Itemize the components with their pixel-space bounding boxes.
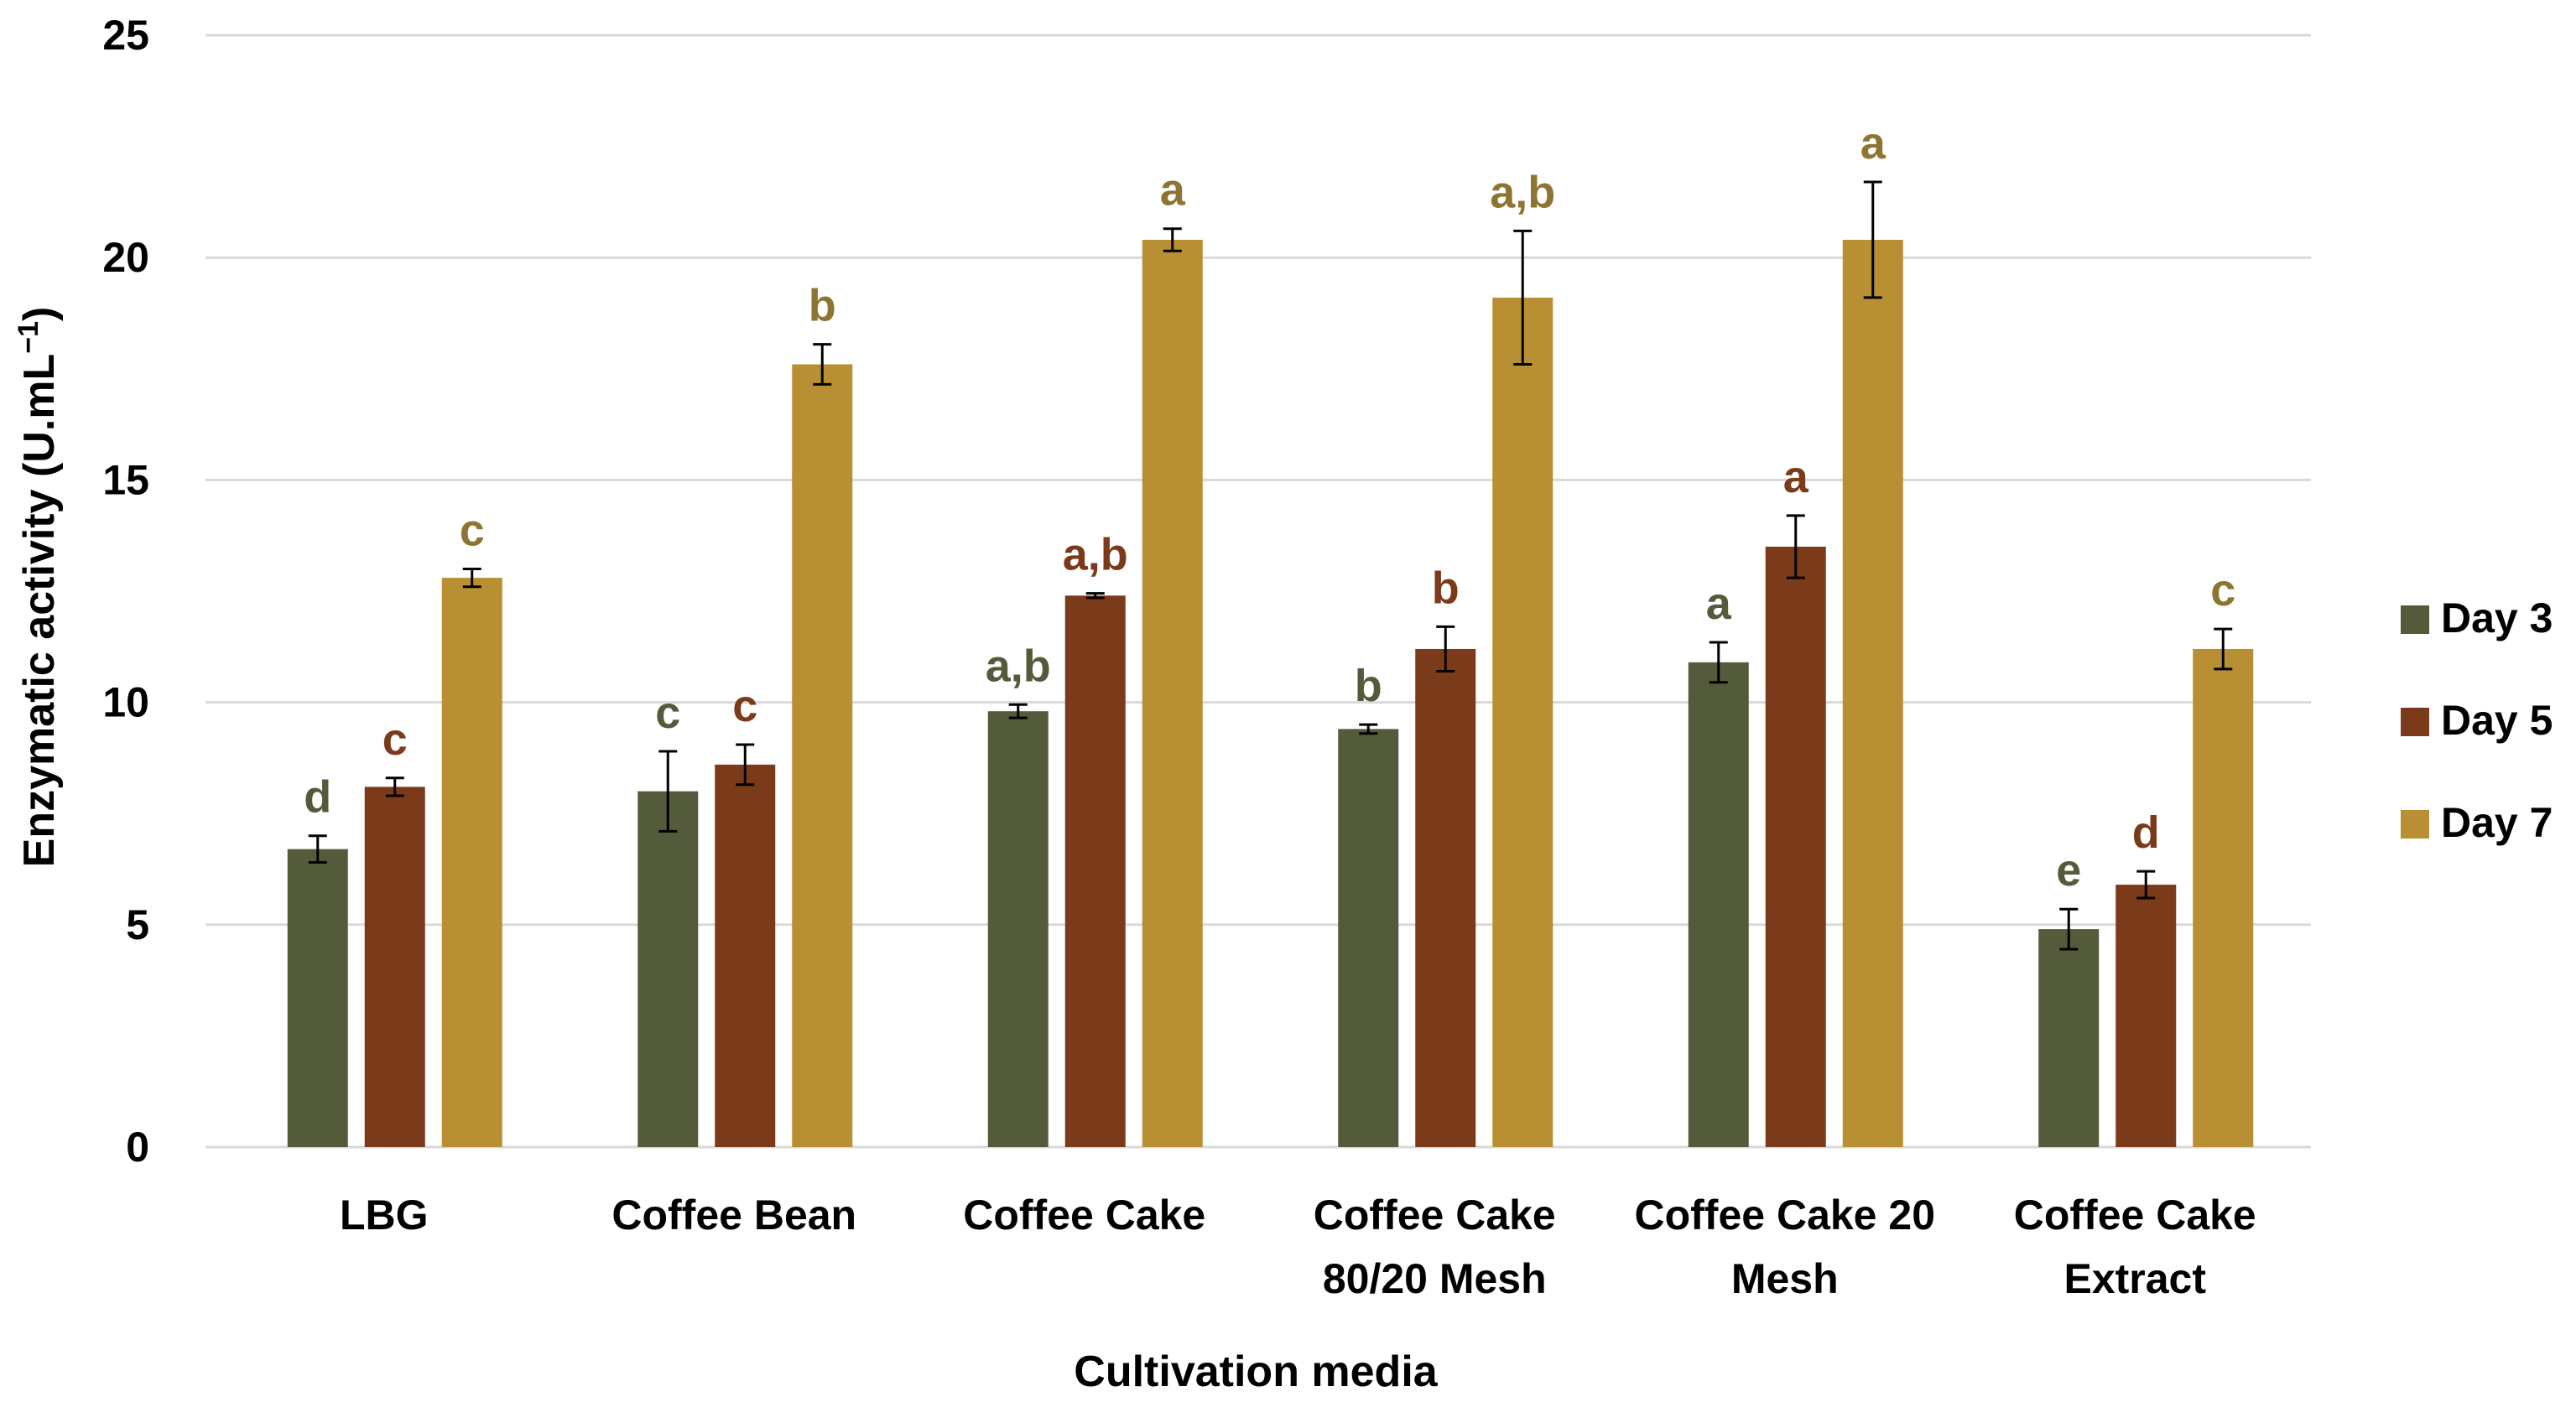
bar-day-3-cat-5 [2038, 929, 2100, 1147]
x-category-label: Coffee Cake [2014, 1192, 2256, 1238]
significance-letter: a [1783, 452, 1809, 502]
error-bar [1163, 227, 1182, 252]
legend-label: Day 3 [2441, 595, 2553, 641]
y-axis-title: Enzymatic activity (U.mL−1) [13, 307, 64, 868]
error-bar [308, 834, 327, 865]
error-bar [2059, 907, 2079, 951]
y-tick-label: 15 [102, 456, 149, 503]
x-axis-title: Cultivation media [1074, 1347, 1438, 1396]
error-bar [658, 750, 678, 833]
legend-swatch [2401, 708, 2429, 736]
y-tick-label: 5 [126, 901, 149, 948]
x-category-label: Extract [2063, 1255, 2206, 1302]
y-tick-label: 10 [102, 679, 149, 726]
significance-letter: c [655, 688, 680, 738]
bar-day-5-cat-0 [364, 787, 425, 1147]
bar-day-7-cat-3 [1492, 297, 1553, 1147]
error-bars [308, 180, 2233, 951]
bar-day-5-cat-5 [2115, 885, 2177, 1147]
significance-letter: e [2056, 845, 2081, 896]
bar-day-5-cat-4 [1765, 546, 1826, 1147]
bar-day-7-cat-2 [1142, 239, 1203, 1147]
y-axis-title-superscript: −1 [13, 321, 44, 354]
x-category-label: LBG [340, 1192, 429, 1238]
y-tick-label: 0 [126, 1124, 149, 1171]
bar-day-3-cat-4 [1688, 662, 1749, 1147]
significance-letter: b [1355, 661, 1382, 711]
significance-letter: d [304, 772, 331, 823]
y-tick-label: 25 [102, 12, 149, 59]
bars [287, 239, 2254, 1148]
x-category-label: Coffee Cake 20 [1635, 1192, 1936, 1238]
x-category-label: Mesh [1731, 1255, 1839, 1302]
bar-day-3-cat-2 [987, 711, 1049, 1147]
x-category-label: Coffee Cake [1314, 1192, 1556, 1238]
error-bar [1709, 641, 1728, 684]
bar-day-5-cat-3 [1415, 648, 1476, 1147]
bar-day-5-cat-1 [715, 764, 776, 1147]
error-bar [813, 343, 832, 386]
error-bar [1786, 514, 1805, 579]
significance-letter: a,b [1490, 167, 1555, 217]
x-category-label: 80/20 Mesh [1323, 1255, 1547, 1302]
significance-letter: b [809, 281, 836, 331]
significance-letter: a,b [986, 641, 1051, 691]
legend-swatch [2401, 810, 2429, 839]
significance-letter: a [1860, 118, 1886, 169]
bar-day-7-cat-5 [2193, 648, 2254, 1147]
significance-letter: c [732, 681, 757, 731]
significance-letter: c [460, 505, 485, 555]
legend-swatch [2401, 605, 2429, 634]
legend-label: Day 7 [2441, 799, 2553, 846]
error-bar [1008, 703, 1028, 719]
bar-day-3-cat-0 [287, 849, 348, 1147]
significance-letter: d [2132, 807, 2160, 858]
error-bar [1863, 180, 1882, 299]
error-bar [736, 743, 755, 787]
error-bar [2214, 627, 2233, 671]
bar-day-5-cat-2 [1064, 595, 1126, 1147]
error-bar [1436, 625, 1455, 672]
error-bar [385, 776, 404, 797]
bar-day-7-cat-1 [792, 364, 853, 1148]
bar-day-3-cat-3 [1338, 729, 1399, 1147]
x-category-label: Coffee Cake [963, 1192, 1205, 1238]
y-axis-title-close: ) [15, 307, 64, 321]
y-tick-label: 20 [102, 234, 149, 281]
y-axis-title-main: Enzymatic activity (U.mL [15, 354, 64, 868]
error-bar [1359, 723, 1378, 735]
y-axis-ticks: 0 5 10 15 20 25 [102, 12, 149, 1171]
significance-letter: c [2210, 565, 2235, 615]
bar-day-7-cat-0 [441, 578, 502, 1147]
error-bar [462, 567, 481, 589]
x-category-label: Coffee Bean [611, 1192, 856, 1238]
gridlines [206, 34, 2311, 1149]
bar-day-3-cat-1 [637, 791, 699, 1147]
significance-letter: a,b [1063, 530, 1128, 580]
bar-day-7-cat-4 [1842, 239, 1903, 1147]
error-bar [2136, 870, 2156, 900]
legend-label: Day 5 [2441, 697, 2553, 744]
x-axis-categories: LBG Coffee Bean Coffee Cake Coffee Cake 80/2… [340, 1192, 2256, 1302]
significance-letter: c [382, 714, 408, 765]
error-bar [1085, 592, 1105, 600]
significance-letter: b [1432, 563, 1460, 613]
error-bar [1513, 229, 1533, 366]
legend: Day 3 Day 5 Day 7 [2401, 595, 2553, 846]
significance-letter: a [1706, 579, 1732, 629]
significance-letter: a [1160, 165, 1186, 215]
